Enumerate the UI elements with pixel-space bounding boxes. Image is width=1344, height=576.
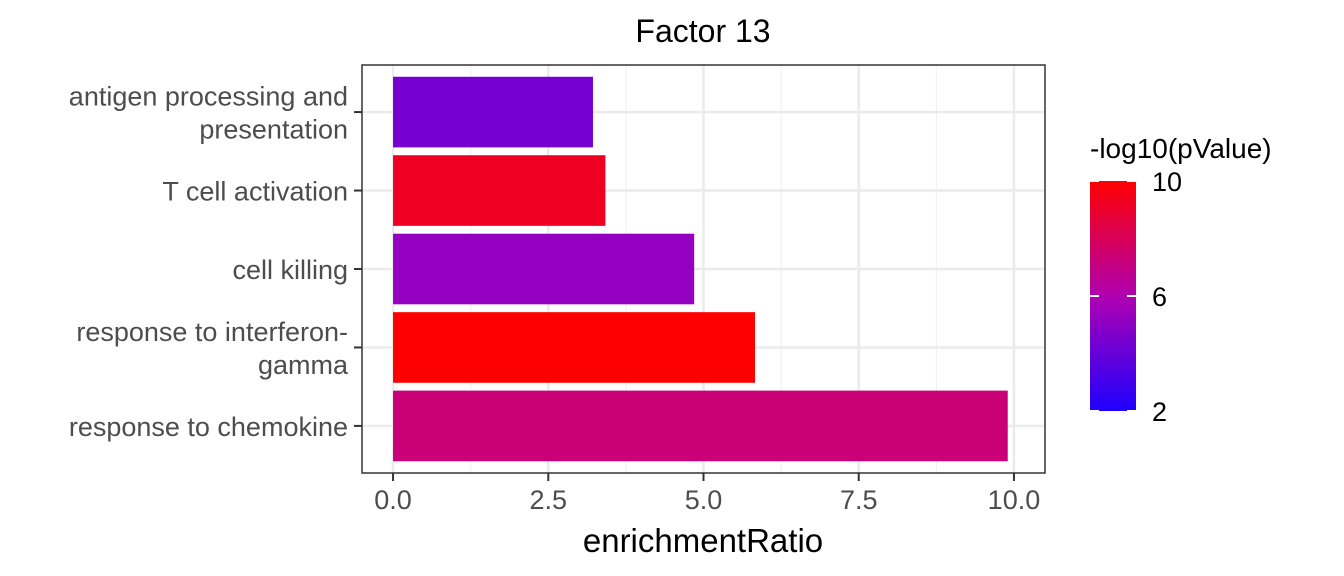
bar <box>393 233 695 305</box>
bar <box>393 312 756 383</box>
x-tick-label: 7.5 <box>840 485 878 515</box>
y-tick-label: presentation <box>199 115 348 145</box>
y-tick-label: antigen processing and <box>69 82 348 112</box>
x-axis-title: enrichmentRatio <box>583 522 823 559</box>
x-axis: 0.0 2.5 5.0 7.5 10.0 <box>374 473 1040 515</box>
legend-label: 2 <box>1152 397 1167 427</box>
bars <box>393 76 1008 462</box>
bar <box>393 76 593 148</box>
legend-title: -log10(pValue) <box>1090 133 1272 164</box>
legend: -log10(pValue) 10 6 2 <box>1090 133 1272 427</box>
bar <box>393 155 606 226</box>
legend-label: 10 <box>1152 167 1182 197</box>
x-tick-label: 5.0 <box>685 485 723 515</box>
legend-ticks: 10 6 2 <box>1090 167 1182 427</box>
y-tick-label: cell killing <box>232 255 348 285</box>
y-tick-label: response to interferon- <box>76 317 348 347</box>
x-tick-label: 0.0 <box>374 485 412 515</box>
chart-title: Factor 13 <box>635 13 770 49</box>
legend-label: 6 <box>1152 282 1167 312</box>
y-tick-label: T cell activation <box>162 177 348 207</box>
y-tick-label: response to chemokine <box>69 412 348 442</box>
x-tick-label: 2.5 <box>529 485 567 515</box>
bar <box>393 390 1008 462</box>
x-tick-label: 10.0 <box>988 485 1041 515</box>
y-tick-label: gamma <box>258 350 349 380</box>
